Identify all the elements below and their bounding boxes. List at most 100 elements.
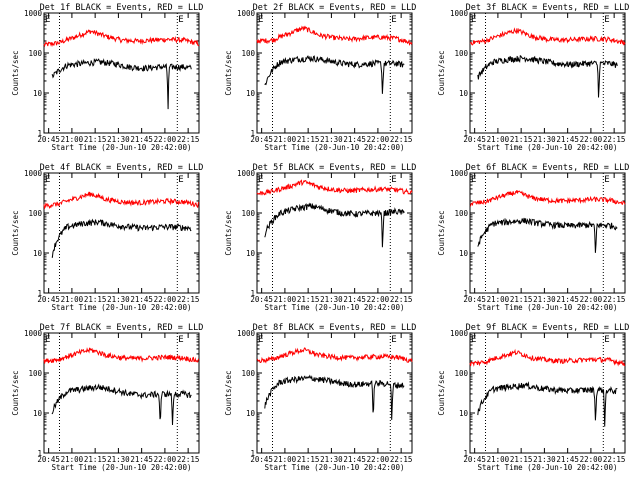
series-events-line: [51, 218, 192, 259]
x-tick-label: 20:45: [250, 135, 273, 144]
chart-title: Det 6f BLACK = Events, RED = LLD: [466, 163, 630, 173]
x-tick-label: 22:00: [154, 295, 177, 304]
event-marker-label: E: [604, 175, 609, 185]
y-tick-label: 100: [454, 209, 468, 218]
x-axis-label: Start Time (20-Jun-10 20:42:00): [265, 463, 405, 472]
x-tick-label: 20:45: [37, 135, 60, 144]
x-tick-label: 21:45: [130, 455, 153, 464]
y-tick-label: 1: [463, 129, 468, 138]
series-events-line: [264, 202, 405, 248]
y-tick-label: 100: [241, 209, 255, 218]
x-tick-label: 22:00: [367, 455, 390, 464]
y-tick-label: 1000: [24, 169, 43, 178]
plot-frame: [256, 12, 413, 134]
y-tick-label: 100: [241, 369, 255, 378]
x-tick-label: 21:45: [130, 135, 153, 144]
x-tick-label: 21:45: [343, 135, 366, 144]
y-tick-label: 1: [250, 129, 255, 138]
plot-frame: [469, 332, 626, 454]
x-tick-label: 21:30: [320, 135, 343, 144]
x-tick-label: 21:45: [343, 455, 366, 464]
event-marker-label: E: [604, 335, 609, 345]
x-tick-label: 21:00: [61, 295, 84, 304]
series-lld-line: [469, 348, 626, 367]
event-marker-label: E: [178, 15, 183, 25]
series-events-line: [477, 381, 618, 427]
y-tick-label: 1000: [450, 9, 469, 18]
x-tick-label: 21:15: [297, 295, 320, 304]
y-axis-label: Counts/sec: [11, 210, 20, 255]
y-axis-label: Counts/sec: [437, 370, 446, 415]
x-tick-label: 21:15: [84, 135, 107, 144]
x-tick-label: 21:15: [84, 295, 107, 304]
x-tick-label: 21:45: [556, 135, 579, 144]
x-tick-label: 21:00: [274, 455, 297, 464]
event-marker-label: E: [258, 15, 263, 25]
y-tick-label: 1: [250, 289, 255, 298]
y-tick-label: 1: [37, 449, 42, 458]
x-tick-label: 22:15: [177, 295, 200, 304]
x-axis-label: Start Time (20-Jun-10 20:42:00): [265, 143, 405, 152]
x-axis-label: Start Time (20-Jun-10 20:42:00): [478, 303, 618, 312]
y-axis-label: Counts/sec: [11, 370, 20, 415]
chart-title: Det 1f BLACK = Events, RED = LLD: [40, 3, 204, 13]
y-axis-label: Counts/sec: [437, 50, 446, 95]
x-tick-label: 21:30: [533, 135, 556, 144]
x-tick-label: 21:00: [274, 295, 297, 304]
y-tick-label: 10: [33, 89, 43, 98]
y-tick-label: 1000: [237, 329, 256, 338]
y-tick-label: 100: [28, 209, 42, 218]
x-tick-label: 22:15: [603, 455, 626, 464]
y-tick-label: 100: [28, 49, 42, 58]
plot-frame: [43, 172, 200, 294]
y-tick-label: 10: [246, 249, 256, 258]
y-tick-label: 1: [250, 449, 255, 458]
chart-title: Det 4f BLACK = Events, RED = LLD: [40, 163, 204, 173]
y-tick-label: 100: [241, 49, 255, 58]
series-lld-line: [469, 27, 626, 46]
chart-panel-4: Det 4f BLACK = Events, RED = LLD 1 10 100 10…: [11, 163, 203, 312]
x-tick-label: 22:15: [177, 135, 200, 144]
series-lld-line: [43, 191, 200, 210]
x-tick-label: 21:30: [107, 295, 130, 304]
x-tick-label: 21:15: [510, 295, 533, 304]
x-tick-label: 22:00: [154, 455, 177, 464]
y-tick-label: 100: [454, 49, 468, 58]
chart-panel-1: Det 1f BLACK = Events, RED = LLD 1 10 100 10…: [11, 3, 203, 152]
x-tick-label: 21:00: [487, 295, 510, 304]
chart-panel-9: Det 9f BLACK = Events, RED = LLD 1 10 100 10…: [437, 323, 629, 472]
y-tick-label: 100: [454, 369, 468, 378]
x-tick-label: 22:00: [367, 295, 390, 304]
plot-frame: [469, 12, 626, 134]
x-tick-label: 21:15: [510, 455, 533, 464]
series-events-line: [477, 55, 618, 98]
event-marker-label: E: [471, 335, 476, 345]
y-axis-label: Counts/sec: [224, 210, 233, 255]
y-tick-label: 10: [459, 89, 469, 98]
y-tick-label: 1: [463, 289, 468, 298]
x-tick-label: 22:15: [390, 135, 413, 144]
x-tick-label: 21:15: [84, 455, 107, 464]
x-tick-label: 21:00: [487, 455, 510, 464]
event-marker-label: E: [258, 335, 263, 345]
x-tick-label: 22:15: [603, 135, 626, 144]
chart-panel-6: Det 6f BLACK = Events, RED = LLD 1 10 100 10…: [437, 163, 629, 312]
x-axis-label: Start Time (20-Jun-10 20:42:00): [478, 463, 618, 472]
chart-panel-7: Det 7f BLACK = Events, RED = LLD 1 10 100 10…: [11, 323, 203, 472]
series-events-line: [51, 58, 192, 110]
series-lld-line: [256, 25, 413, 46]
chart-title: Det 5f BLACK = Events, RED = LLD: [253, 163, 417, 173]
x-tick-label: 20:45: [463, 455, 486, 464]
y-tick-label: 10: [246, 409, 256, 418]
event-marker-label: E: [471, 15, 476, 25]
x-tick-label: 21:30: [320, 295, 343, 304]
chart-title: Det 2f BLACK = Events, RED = LLD: [253, 3, 417, 13]
y-axis-label: Counts/sec: [224, 370, 233, 415]
series-events-line: [264, 55, 405, 94]
x-tick-label: 21:45: [556, 295, 579, 304]
x-tick-label: 21:00: [61, 135, 84, 144]
series-events-line: [51, 383, 192, 426]
chart-title: Det 8f BLACK = Events, RED = LLD: [253, 323, 417, 333]
chart-title: Det 9f BLACK = Events, RED = LLD: [466, 323, 630, 333]
